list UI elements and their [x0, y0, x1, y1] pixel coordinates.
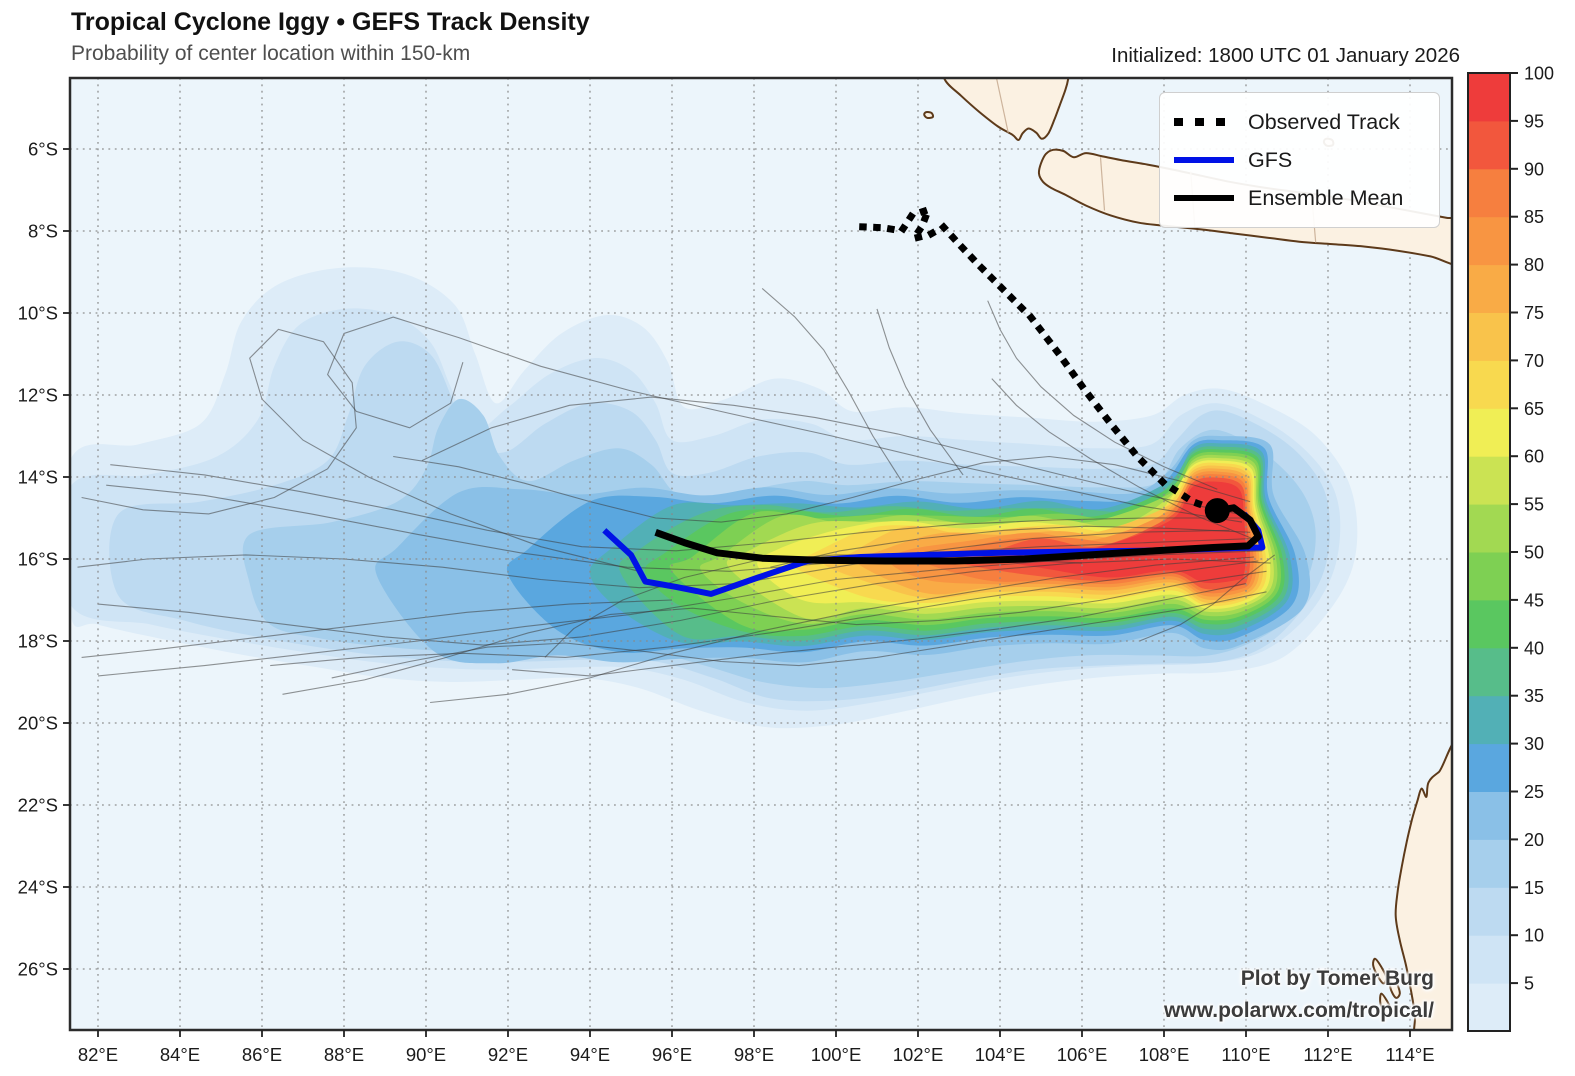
- colorbar-tick-label: 45: [1524, 590, 1544, 610]
- colorbar-tick-label: 70: [1524, 351, 1544, 371]
- legend-item-mean: Ensemble Mean: [1174, 179, 1425, 217]
- y-tick-label: 24°S: [18, 877, 58, 898]
- chart-subtitle: Probability of center location within 15…: [71, 42, 471, 65]
- y-tick-label: 10°S: [18, 303, 58, 324]
- colorbar-tick-label: 25: [1524, 782, 1544, 802]
- x-tick-label: 90°E: [406, 1044, 446, 1065]
- x-tick-label: 98°E: [734, 1044, 774, 1065]
- x-tick-label: 110°E: [1221, 1044, 1270, 1065]
- colorbar-tick-label: 55: [1524, 495, 1544, 515]
- colorbar-tick-label: 10: [1524, 926, 1544, 946]
- colorbar-tick-label: 40: [1524, 638, 1544, 658]
- land-Sumatra: [942, 78, 1070, 141]
- colorbar-tick-label: 100: [1524, 64, 1554, 84]
- attribution: Plot by Tomer Burg www.polarwx.com/tropi…: [1164, 963, 1434, 1027]
- y-tick-label: 20°S: [18, 713, 58, 734]
- x-tick-label: 104°E: [975, 1044, 1026, 1065]
- y-tick-label: 18°S: [18, 631, 58, 652]
- x-tick-label: 92°E: [488, 1044, 528, 1065]
- map-legend: Observed Track GFS Ensemble Mean: [1159, 92, 1440, 228]
- y-tick-label: 8°S: [28, 221, 58, 242]
- attribution-author: Plot by Tomer Burg: [1240, 967, 1434, 990]
- x-tick-label: 100°E: [811, 1044, 862, 1065]
- land-islet-sunda-strait: [923, 110, 935, 119]
- colorbar-tick-label: 5: [1524, 974, 1534, 994]
- y-axis: 6°S 8°S 10°S 12°S 14°S 16°S 18°S 20°S 22°S 24°S 26…: [18, 139, 70, 980]
- y-tick-label: 26°S: [18, 959, 58, 980]
- y-tick-label: 14°S: [18, 467, 58, 488]
- x-tick-label: 82°E: [78, 1044, 118, 1065]
- x-tick-label: 102°E: [893, 1044, 944, 1065]
- x-tick-label: 112°E: [1303, 1044, 1352, 1065]
- colorbar-tick-label: 20: [1524, 830, 1544, 850]
- y-tick-label: 22°S: [18, 795, 58, 816]
- y-tick-label: 6°S: [28, 139, 58, 160]
- attribution-url: www.polarwx.com/tropical/: [1164, 999, 1434, 1022]
- colorbar-tick-label: 85: [1524, 207, 1544, 227]
- legend-item-observed: Observed Track: [1174, 103, 1425, 141]
- ensemble-mean-swatch-icon: [1174, 195, 1234, 201]
- land-islet-nw-australia-1: [1372, 957, 1388, 985]
- map-layers: [70, 78, 1452, 1030]
- x-tick-label: 108°E: [1139, 1044, 1190, 1065]
- colorbar-tick-label: 60: [1524, 447, 1544, 467]
- x-tick-label: 114°E: [1385, 1044, 1434, 1065]
- colorbar: 5 10 15 20 25 30 35 40 45 50 55 60 65 70 75 80 85 90 95 100: [1467, 64, 1554, 1032]
- y-tick-label: 16°S: [18, 549, 58, 570]
- gfs-track-swatch-icon: [1174, 157, 1234, 163]
- colorbar-tick-label: 65: [1524, 399, 1544, 419]
- colorbar-tick-label: 80: [1524, 255, 1544, 275]
- density-contours: [70, 267, 1358, 729]
- legend-item-gfs: GFS: [1174, 141, 1425, 179]
- x-tick-label: 86°E: [242, 1044, 282, 1065]
- colorbar-tick-label: 15: [1524, 878, 1544, 898]
- land-islet-nw-australia-3: [1379, 992, 1393, 1016]
- colorbar-tick-label: 35: [1524, 686, 1544, 706]
- colorbar-tick-label: 95: [1524, 111, 1544, 131]
- observed-track-swatch-icon: [1174, 118, 1234, 126]
- ensemble-mean-track: [654, 504, 1262, 565]
- y-tick-label: 12°S: [18, 385, 58, 406]
- init-time-label: Initialized: 1800 UTC 01 January 2026: [1111, 44, 1460, 67]
- x-tick-label: 94°E: [570, 1044, 610, 1065]
- x-tick-label: 88°E: [324, 1044, 364, 1065]
- plot-border: [68, 76, 1454, 1032]
- legend-label-gfs: GFS: [1248, 147, 1293, 172]
- colorbar-tick-label: 50: [1524, 543, 1544, 563]
- x-tick-label: 84°E: [160, 1044, 200, 1065]
- x-tick-label: 96°E: [652, 1044, 692, 1065]
- land-Australia: [1394, 742, 1452, 1030]
- colorbar-tick-label: 75: [1524, 303, 1544, 323]
- current-position-dot: [1204, 498, 1230, 524]
- x-axis: 82°E 84°E 86°E 88°E 90°E 92°E 94°E 96°E 98°E 100°…: [78, 1030, 1435, 1065]
- legend-label-observed: Observed Track: [1248, 109, 1400, 134]
- chart-title: Tropical Cyclone Iggy • GEFS Track Densi…: [71, 8, 590, 36]
- colorbar-tick-label: 30: [1524, 734, 1544, 754]
- observed-track: [859, 206, 1222, 516]
- x-tick-label: 106°E: [1057, 1044, 1108, 1065]
- colorbar-tick-label: 90: [1524, 159, 1544, 179]
- legend-label-mean: Ensemble Mean: [1248, 185, 1404, 210]
- land-islet-nw-australia-2: [1389, 974, 1401, 999]
